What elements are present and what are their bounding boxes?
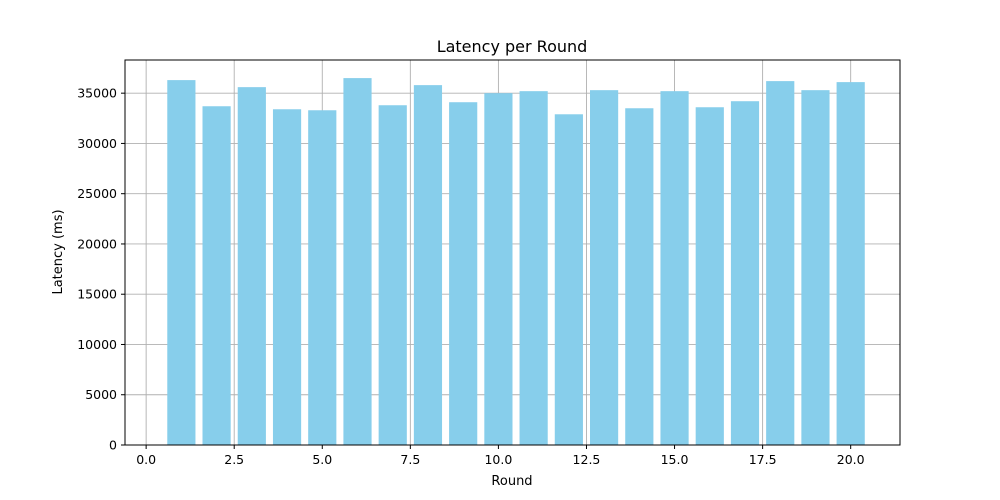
bar-round-9: [449, 102, 478, 445]
y-tick-label: 0: [109, 438, 117, 453]
x-tick-label: 15.0: [661, 452, 689, 467]
y-axis-ticks: 0 5000 10000 15000 20000 25000 30000 35000: [77, 86, 125, 453]
y-tick-label: 30000: [77, 136, 117, 151]
bar-round-1: [167, 80, 196, 446]
bar-round-4: [272, 109, 302, 446]
bar-round-20: [836, 82, 865, 446]
bar-round-12: [554, 114, 583, 445]
x-tick-label: 20.0: [837, 452, 865, 467]
bar-round-2: [202, 106, 231, 446]
x-tick-label: 17.5: [749, 452, 777, 467]
y-axis-title: Latency (ms): [51, 209, 66, 294]
bar-round-13: [590, 90, 619, 446]
bar-round-11: [519, 91, 548, 446]
plot-frame: [124, 59, 901, 446]
x-tick-label: 5.0: [312, 452, 332, 467]
bar-round-6: [343, 78, 372, 445]
x-tick-label: 12.5: [573, 452, 601, 467]
y-tick-label: 15000: [77, 287, 117, 302]
y-tick-label: 35000: [77, 86, 117, 101]
x-tick-label: 2.5: [224, 452, 244, 467]
y-tick-label: 10000: [77, 337, 117, 352]
bar-round-10: [484, 93, 513, 445]
bar-round-16: [695, 107, 724, 446]
y-tick-label: 25000: [77, 186, 117, 201]
bar-round-17: [730, 101, 760, 445]
bar-round-5: [308, 110, 337, 445]
chart-title: Latency per Round: [437, 37, 588, 56]
x-axis-ticks: 0.0 2.5 5.0 7.5 10.0 12.5 15.0 17.5 20.0: [136, 445, 865, 467]
y-tick-label: 20000: [77, 236, 117, 251]
x-tick-label: 10.0: [484, 452, 512, 467]
bar-round-7: [378, 105, 407, 445]
bar-round-18: [766, 81, 795, 446]
bar-round-14: [625, 108, 654, 445]
bar-round-3: [237, 87, 266, 445]
bar-round-19: [801, 90, 830, 446]
bars: [167, 78, 865, 446]
bar-round-15: [660, 91, 689, 446]
bar-round-8: [413, 85, 443, 445]
y-tick-label: 5000: [85, 387, 117, 402]
x-axis-title: Round: [491, 474, 532, 489]
x-tick-label: 0.0: [136, 452, 156, 467]
x-tick-label: 7.5: [400, 452, 420, 467]
